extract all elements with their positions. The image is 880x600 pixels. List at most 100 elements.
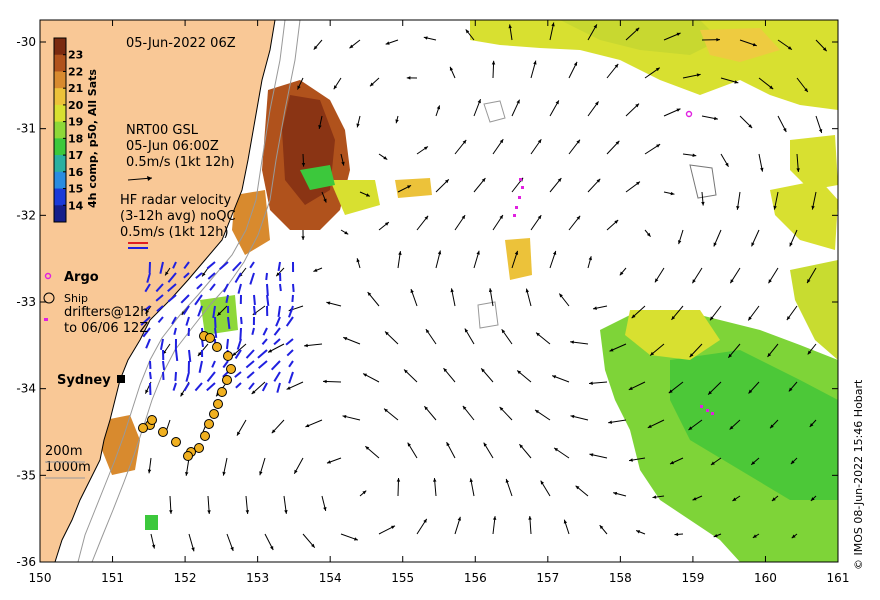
hf-vector	[159, 338, 164, 350]
velocity-arrowhead	[729, 425, 734, 430]
hf-legend-line2: (3-12h avg) noQC	[120, 209, 236, 224]
hf-vector	[261, 382, 268, 392]
hf-vector	[257, 349, 268, 359]
hf-vector	[173, 327, 177, 336]
hf-vector	[245, 360, 255, 369]
hf-vector	[214, 327, 218, 339]
colorbar-label: 4h comp, p50, All Sats	[86, 69, 99, 208]
ship-position	[213, 399, 223, 409]
velocity-arrowhead	[589, 453, 594, 457]
hf-vector	[155, 283, 164, 293]
velocity-arrowhead	[342, 414, 347, 419]
hf-vector	[183, 382, 190, 392]
velocity-arrowhead	[481, 178, 486, 182]
velocity-arrowhead	[457, 516, 461, 521]
velocity-arrowhead	[514, 250, 519, 255]
ship-position	[147, 415, 157, 425]
colorbar-tick-label: 14	[68, 199, 84, 212]
velocity-arrowhead	[508, 24, 512, 29]
hf-vector	[206, 261, 216, 270]
velocity-arrowhead	[313, 268, 318, 272]
ship-position	[205, 333, 215, 343]
velocity-arrowhead	[786, 316, 791, 321]
velocity-arrowhead	[807, 350, 812, 355]
x-tick-label: 152	[174, 571, 197, 585]
velocity-arrowhead	[450, 288, 454, 293]
velocity-arrowhead	[362, 490, 367, 495]
velocity-arrowhead	[191, 547, 195, 552]
velocity-arrowhead	[710, 316, 714, 321]
ship-position	[222, 375, 232, 385]
velocity-arrowhead	[398, 251, 402, 255]
ship-legend-label: Ship	[64, 292, 88, 305]
hf-vector	[149, 371, 152, 380]
velocity-arrowhead	[297, 85, 301, 90]
x-tick-label: 156	[464, 571, 487, 585]
velocity-arrowhead	[197, 352, 202, 356]
velocity-arrowhead	[446, 442, 450, 447]
hf-vector	[249, 272, 255, 285]
hf-vector	[251, 327, 255, 336]
velocity-arrowhead	[259, 471, 263, 476]
colorbar-segment	[54, 171, 66, 190]
gsl-legend-line3: 0.5m/s (1kt 12h)	[126, 155, 235, 170]
x-tick-label: 159	[681, 571, 704, 585]
velocity-arrowhead	[609, 348, 614, 352]
x-tick-label: 157	[536, 571, 559, 585]
hf-vector	[288, 360, 294, 368]
hf-vector	[172, 261, 177, 269]
ship-position	[171, 437, 181, 447]
hf-vector	[222, 360, 229, 369]
velocity-arrowhead	[589, 381, 593, 385]
velocity-arrowhead	[491, 60, 496, 65]
velocity-arrowhead	[676, 32, 681, 37]
hf-vector	[174, 371, 177, 382]
velocity-arrowhead	[437, 250, 442, 255]
velocity-arrowhead	[710, 461, 715, 466]
velocity-arrowhead	[713, 242, 717, 247]
velocity-arrowhead	[725, 162, 729, 167]
velocity-arrowhead	[688, 426, 693, 430]
ship-position	[217, 387, 227, 397]
colorbar-segment	[54, 188, 66, 206]
hf-vector	[246, 371, 255, 379]
hf-vector	[209, 283, 216, 291]
gsl-legend-line2: 05-Jun 06:00Z	[126, 139, 219, 154]
y-tick-label: -33	[16, 295, 36, 309]
velocity-arrowhead	[770, 424, 774, 429]
velocity-arrowhead	[614, 63, 619, 68]
hf-vector	[162, 371, 165, 381]
hf-vector	[188, 349, 192, 363]
velocity-arrowhead	[599, 525, 604, 530]
hf-vector	[261, 338, 268, 345]
velocity-arrowhead	[222, 471, 226, 476]
velocity-arrowhead	[570, 340, 574, 344]
velocity-arrowhead	[395, 119, 399, 124]
velocity-arrowhead	[180, 392, 184, 397]
hf-vector	[167, 272, 177, 283]
hf-vector	[207, 272, 216, 280]
hf-vector	[222, 371, 229, 378]
velocity-arrowhead	[169, 510, 173, 514]
velocity-arrowhead	[796, 168, 800, 172]
colorbar-tick-label: 16	[68, 166, 84, 179]
hf-vector	[140, 316, 151, 326]
velocity-arrowhead	[636, 530, 641, 534]
velocity-arrowhead	[559, 293, 563, 298]
velocity-arrowhead	[557, 178, 562, 182]
velocity-arrowhead	[517, 370, 522, 375]
velocity-arrowhead	[519, 444, 524, 449]
velocity-arrowhead	[810, 497, 815, 501]
velocity-arrowhead	[207, 510, 211, 514]
hf-vector	[288, 305, 294, 318]
hf-vector	[234, 349, 242, 359]
velocity-arrowhead	[588, 256, 592, 261]
velocity-arrowhead	[575, 485, 580, 490]
hf-vector	[239, 327, 242, 341]
sydney-marker	[117, 375, 125, 383]
velocity-arrowhead	[353, 537, 358, 541]
velocity-arrowhead	[323, 507, 327, 511]
velocity-arrowhead	[555, 100, 559, 105]
velocity-arrowhead	[165, 271, 169, 276]
velocity-arrowhead	[462, 405, 467, 410]
